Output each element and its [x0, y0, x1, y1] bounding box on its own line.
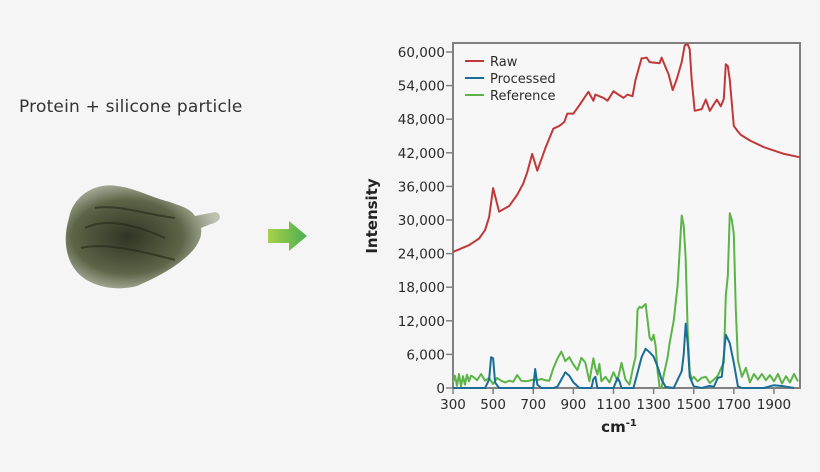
x-tick-label: 1700 [717, 397, 751, 413]
y-tick-label: 54,000 [398, 79, 445, 95]
particle-image [65, 185, 220, 289]
x-tick-label: 1100 [596, 397, 630, 413]
y-tick-label: 42,000 [398, 146, 445, 162]
series-reference [452, 212, 799, 389]
y-tick-label: 30,000 [398, 213, 445, 229]
x-axis: 300 500 700 900 1100 1300 1500 1700 1900 [440, 388, 791, 413]
y-tick-label: 48,000 [398, 112, 445, 128]
y-tick-label: 24,000 [398, 247, 445, 263]
x-tick-label: 700 [520, 397, 546, 413]
x-axis-title: cm-1 [601, 418, 637, 436]
x-tick-label: 500 [480, 397, 506, 413]
x-tick-label: 1500 [677, 397, 711, 413]
legend-item-reference: Reference [490, 89, 555, 104]
y-axis: 0 6,000 12,000 18,000 24,000 30,000 36,000 42,0… [398, 45, 453, 397]
y-axis-title: Intensity [363, 178, 381, 254]
legend-item-raw: Raw [490, 55, 518, 70]
x-tick-label: 900 [560, 397, 586, 413]
x-tick-label: 1300 [636, 397, 670, 413]
x-tick-label: 1900 [757, 397, 791, 413]
x-tick-label: 300 [440, 397, 466, 413]
series-processed [453, 322, 795, 389]
legend-item-processed: Processed [490, 72, 556, 87]
sample-caption: Protein + silicone particle [19, 97, 243, 117]
series-raw [452, 43, 801, 253]
legend: Raw Processed Reference [465, 55, 556, 104]
y-tick-label: 36,000 [398, 179, 445, 195]
y-tick-label: 60,000 [398, 45, 445, 61]
y-tick-label: 0 [436, 381, 445, 397]
y-tick-label: 18,000 [398, 280, 445, 296]
y-tick-label: 6,000 [406, 347, 445, 363]
right-arrow-icon [268, 221, 307, 251]
series-lines [452, 43, 801, 389]
y-tick-label: 12,000 [398, 314, 445, 330]
